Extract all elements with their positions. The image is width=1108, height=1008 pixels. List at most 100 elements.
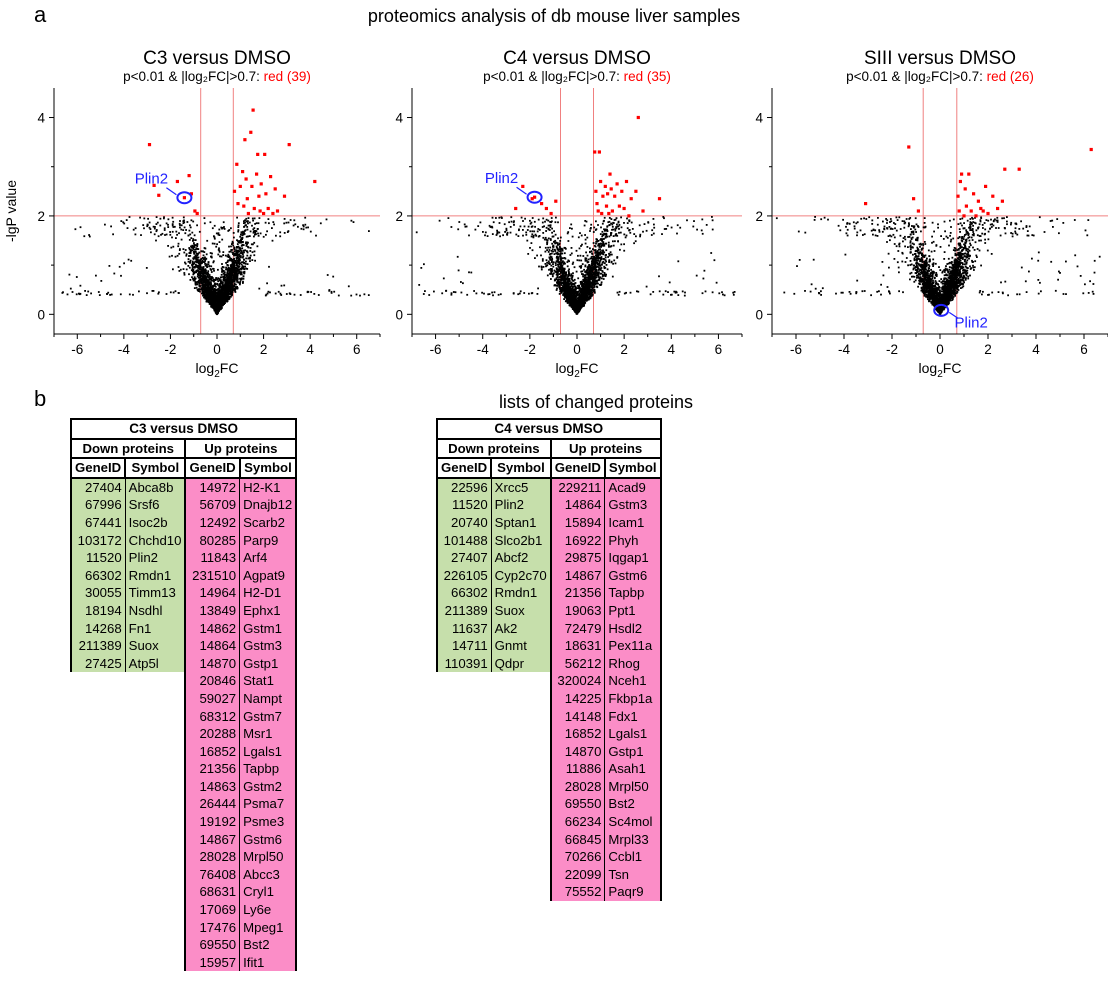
data-point	[217, 283, 219, 286]
data-point	[564, 300, 567, 303]
data-point	[522, 229, 524, 231]
data-point	[557, 261, 560, 263]
data-point	[241, 238, 243, 240]
data-point	[146, 292, 148, 295]
data-point	[216, 309, 219, 311]
data-point	[197, 280, 200, 282]
x-tick-label: -4	[118, 342, 130, 357]
data-point	[209, 278, 211, 281]
data-point	[601, 252, 604, 255]
data-point	[215, 294, 218, 297]
data-point	[495, 234, 498, 236]
data-point	[529, 247, 531, 249]
data-point	[583, 268, 585, 271]
data-point	[614, 234, 617, 237]
data-point	[223, 296, 226, 299]
data-point	[214, 285, 217, 288]
data-point	[226, 270, 229, 272]
data-point	[594, 273, 597, 276]
data-point	[579, 288, 582, 290]
data-point	[222, 227, 224, 229]
data-point	[220, 290, 223, 292]
data-point	[563, 281, 566, 284]
data-point	[207, 292, 210, 294]
data-point	[538, 229, 541, 231]
data-point	[234, 290, 236, 292]
data-point	[665, 228, 668, 230]
data-point	[519, 225, 522, 228]
data-point	[214, 310, 217, 313]
data-point	[226, 295, 229, 298]
plin2-label: Plin2	[135, 171, 168, 188]
data-point	[612, 244, 615, 247]
data-point	[600, 277, 603, 280]
data-point	[227, 266, 230, 269]
data-point	[218, 298, 220, 301]
data-point	[555, 260, 558, 263]
data-point	[603, 251, 606, 254]
data-point	[570, 290, 573, 293]
data-point	[571, 279, 574, 282]
data-point	[189, 261, 192, 263]
threshold-legend: p<0.01 & |log₂FC|>0.7: red (35)	[483, 69, 671, 84]
data-point	[254, 233, 256, 236]
data-point	[71, 291, 74, 293]
data-point	[187, 258, 190, 260]
data-point	[595, 252, 598, 254]
data-point	[224, 298, 226, 301]
significant-point	[251, 108, 255, 112]
data-point	[607, 256, 609, 258]
data-point	[265, 233, 267, 236]
data-point	[591, 284, 594, 286]
data-point	[178, 222, 181, 225]
data-point	[612, 240, 614, 243]
data-point	[652, 232, 655, 235]
data-point	[597, 240, 600, 242]
significant-point	[257, 194, 261, 198]
data-point	[233, 284, 235, 287]
data-point	[191, 260, 194, 263]
data-point	[205, 257, 208, 260]
data-point	[159, 217, 162, 220]
data-point	[564, 284, 566, 287]
data-point	[569, 254, 572, 256]
data-point	[616, 225, 619, 228]
data-point	[245, 250, 248, 252]
data-point	[203, 293, 206, 296]
data-point	[243, 272, 245, 275]
data-point	[215, 245, 218, 248]
data-point	[193, 244, 196, 246]
data-point	[142, 224, 145, 226]
data-point	[580, 266, 582, 269]
data-point	[241, 256, 244, 259]
data-point	[206, 288, 209, 290]
data-point	[224, 300, 226, 303]
data-point	[191, 270, 194, 273]
data-point	[599, 265, 602, 267]
data-point	[244, 229, 247, 232]
data-point	[560, 259, 562, 262]
data-point	[234, 277, 237, 280]
significant-point	[256, 152, 260, 156]
data-point	[605, 273, 607, 276]
data-point	[199, 274, 201, 277]
data-point	[352, 221, 355, 223]
data-point	[526, 229, 529, 231]
data-point	[195, 247, 198, 250]
significant-point	[245, 197, 249, 201]
data-point	[242, 280, 244, 283]
data-point	[221, 285, 224, 288]
data-point	[145, 267, 148, 269]
data-point	[222, 272, 225, 275]
x-tick-label: 6	[353, 342, 361, 357]
data-point	[210, 293, 213, 295]
data-point	[566, 297, 569, 300]
data-point	[578, 287, 580, 290]
data-point	[220, 308, 222, 311]
data-point	[525, 233, 528, 236]
data-point	[550, 278, 552, 280]
data-point	[207, 276, 210, 279]
data-point	[210, 290, 213, 293]
data-point	[555, 270, 557, 273]
data-point	[238, 253, 241, 256]
